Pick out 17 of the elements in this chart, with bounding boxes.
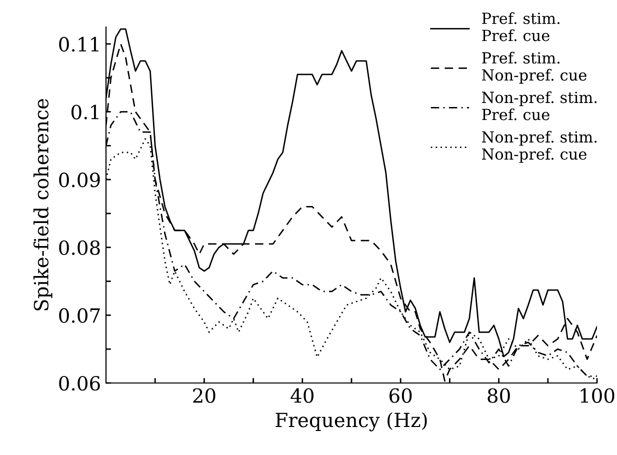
y-tick-label: 0.1 [72,104,98,120]
y-axis-title: Spike-field coherence [33,98,52,310]
x-axis-title: Frequency (Hz) [276,412,427,432]
x-tick-label: 80 [488,388,510,403]
x-tick-label: 20 [193,388,216,403]
y-tick-label: 0.07 [59,308,100,323]
y-tick-label: 0.09 [59,172,100,188]
legend-label: Non-pref. stim. Pref. cue [482,91,597,120]
legend-label: Non-pref. stim. Non-pref. cue [482,130,597,163]
x-tick-label: 40 [290,388,314,403]
y-tick-label: 0.11 [59,36,98,52]
legend-label: Pref. stim. Pref. cue [482,12,560,42]
x-tick-label: 60 [390,388,412,403]
legend-label: Pref. stim. Non-pref. cue [482,52,586,84]
x-tick-label: 100 [580,388,614,403]
y-tick-label: 0.08 [59,240,100,256]
y-tick-label: 0.06 [59,376,100,391]
